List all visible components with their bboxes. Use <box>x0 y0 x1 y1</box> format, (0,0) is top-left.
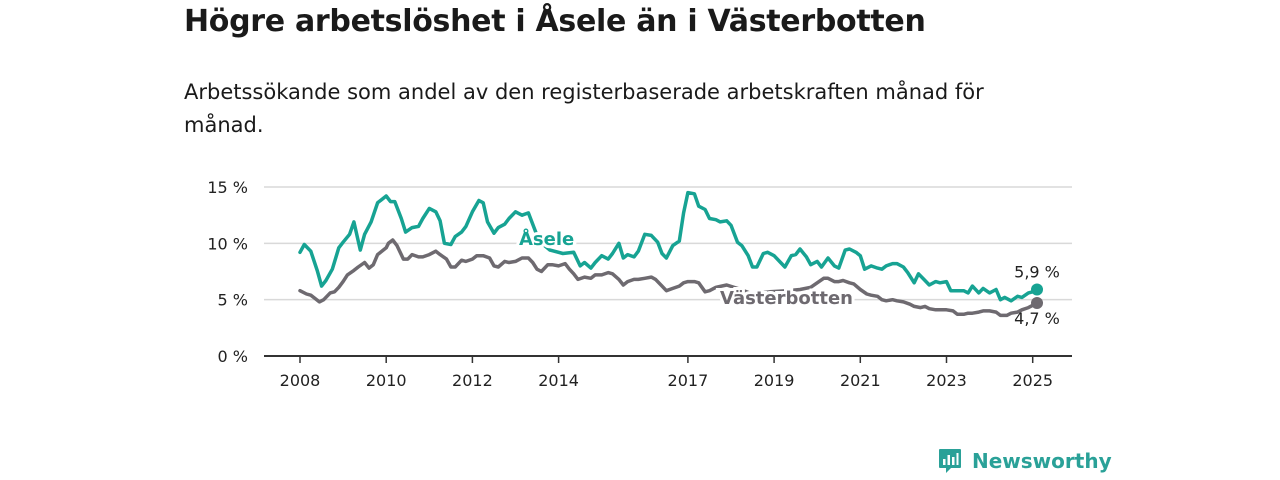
x-tick-label: 2021 <box>840 371 881 390</box>
y-tick-label: 15 % <box>207 178 248 197</box>
x-tick-label: 2008 <box>280 371 321 390</box>
y-axis-tick-labels: 15 % 10 % 5 % 0 % <box>207 178 248 366</box>
series-label-asele: Åsele <box>519 227 574 250</box>
series-lines <box>298 190 1044 318</box>
page-subtitle: Arbetssökande som andel av den registerb… <box>184 80 984 137</box>
end-label-asele: 5,9 % <box>1014 263 1060 282</box>
x-tick-label: 2019 <box>754 371 795 390</box>
series-end-point-vasterbotten <box>1031 297 1044 310</box>
series-label-vasterbotten: Västerbotten <box>720 288 853 309</box>
series-line-vasterbotten <box>298 238 1039 318</box>
series-line-asele <box>298 190 1039 303</box>
series-end-point-asele <box>1031 283 1044 296</box>
y-tick-label: 0 % <box>218 347 248 366</box>
y-tick-label: 5 % <box>218 291 248 310</box>
x-tick-label: 2014 <box>538 371 579 390</box>
x-tick-label: 2023 <box>926 371 967 390</box>
x-tick-label: 2025 <box>1012 371 1053 390</box>
series-labels: Åsele Västerbotten 5,9 % 4,7 % <box>516 224 1060 328</box>
y-tick-label: 10 % <box>207 234 248 253</box>
newsworthy-logo-text: Newsworthy <box>972 449 1112 473</box>
newsworthy-logo: Newsworthy <box>938 448 1112 474</box>
newsworthy-logo-icon <box>939 449 961 473</box>
x-tick-label: 2010 <box>366 371 407 390</box>
x-axis: 2008 2010 2012 2014 2017 2019 2021 2023 2025 <box>264 355 1072 390</box>
x-tick-label: 2012 <box>452 371 493 390</box>
page-title: Högre arbetslöshet i Åsele än i Västerbo… <box>184 4 926 39</box>
end-label-vasterbotten: 4,7 % <box>1014 309 1060 328</box>
x-tick-label: 2017 <box>668 371 709 390</box>
grid-lines <box>264 186 1072 301</box>
